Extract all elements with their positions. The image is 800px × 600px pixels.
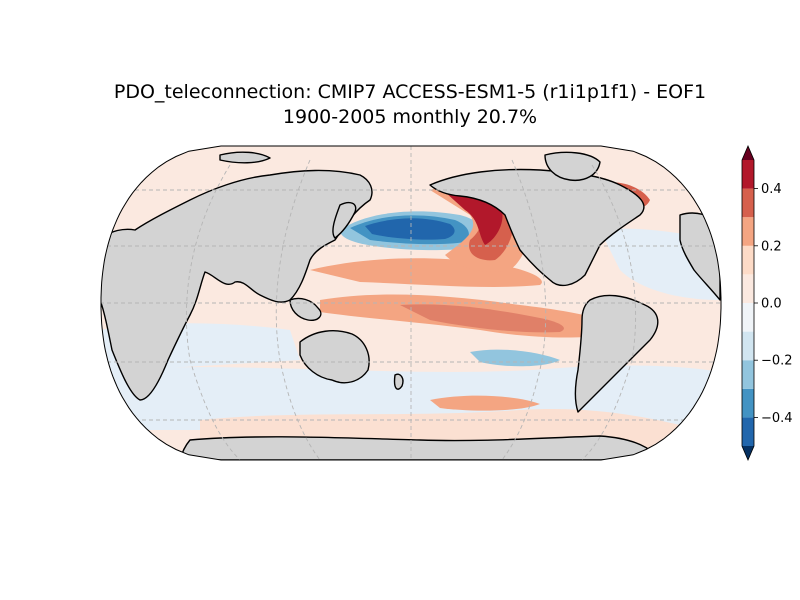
land-new-zealand bbox=[393, 373, 404, 390]
land-arctic-islands bbox=[219, 151, 271, 164]
land bbox=[101, 151, 721, 460]
gridline-lon-60e bbox=[186, 164, 241, 460]
colorbar-segments bbox=[741, 144, 755, 462]
south-pacific-positive bbox=[430, 395, 540, 411]
ne-pacific-positive-core bbox=[445, 190, 503, 245]
colorbar-bin bbox=[742, 388, 754, 418]
colorbar-bin bbox=[742, 331, 754, 361]
title-line-2: 1900-2005 monthly 20.7% bbox=[282, 106, 538, 128]
colorbar-tick-label: −0.2 bbox=[761, 354, 793, 369]
colorbar-bin bbox=[742, 188, 754, 218]
colorbar-bin bbox=[742, 303, 754, 332]
land-maritime-continent bbox=[289, 297, 322, 322]
colorbar-ticks: −0.4 −0.2 0.0 0.2 0.4 bbox=[754, 182, 793, 426]
colorbar: −0.4 −0.2 0.0 0.2 0.4 bbox=[741, 144, 793, 462]
colorbar-bin bbox=[742, 360, 754, 389]
colorbar-extend-min bbox=[742, 446, 754, 460]
colorbar-tick-label: 0.0 bbox=[761, 297, 782, 312]
land-greenland bbox=[544, 151, 601, 182]
land-japan bbox=[332, 201, 357, 239]
land-south-america bbox=[574, 294, 659, 413]
land-eurasia-africa bbox=[101, 169, 373, 401]
gridline-lon-120e bbox=[275, 159, 321, 460]
gridline-lon-60w bbox=[581, 164, 636, 460]
gridline-lon-120w bbox=[501, 159, 547, 460]
colorbar-bin bbox=[742, 274, 754, 303]
colorbar-bin bbox=[742, 245, 754, 275]
anomaly-field bbox=[101, 146, 721, 460]
colorbar-extend-max bbox=[742, 146, 754, 160]
land-australia bbox=[299, 330, 370, 384]
colorbar-tick-label: 0.4 bbox=[761, 182, 782, 197]
map-outline bbox=[100, 145, 722, 461]
title-line-1: PDO_teleconnection: CMIP7 ACCESS-ESM1-5 … bbox=[113, 81, 707, 103]
chart-title: PDO_teleconnection: CMIP7 ACCESS-ESM1-5 … bbox=[0, 80, 800, 130]
north-pacific-negative-core bbox=[365, 218, 455, 240]
land-antarctica bbox=[179, 435, 661, 460]
colorbar-bin bbox=[742, 160, 754, 189]
colorbar-bin bbox=[742, 417, 754, 446]
colorbar-tick-label: 0.2 bbox=[761, 239, 782, 254]
tropical-pacific-strong bbox=[400, 304, 564, 333]
map-panel bbox=[100, 145, 722, 461]
colorbar-tick-label: −0.4 bbox=[761, 411, 793, 426]
colorbar-bin bbox=[742, 217, 754, 246]
gridlines bbox=[101, 146, 720, 460]
colorbar-outline bbox=[741, 144, 755, 462]
